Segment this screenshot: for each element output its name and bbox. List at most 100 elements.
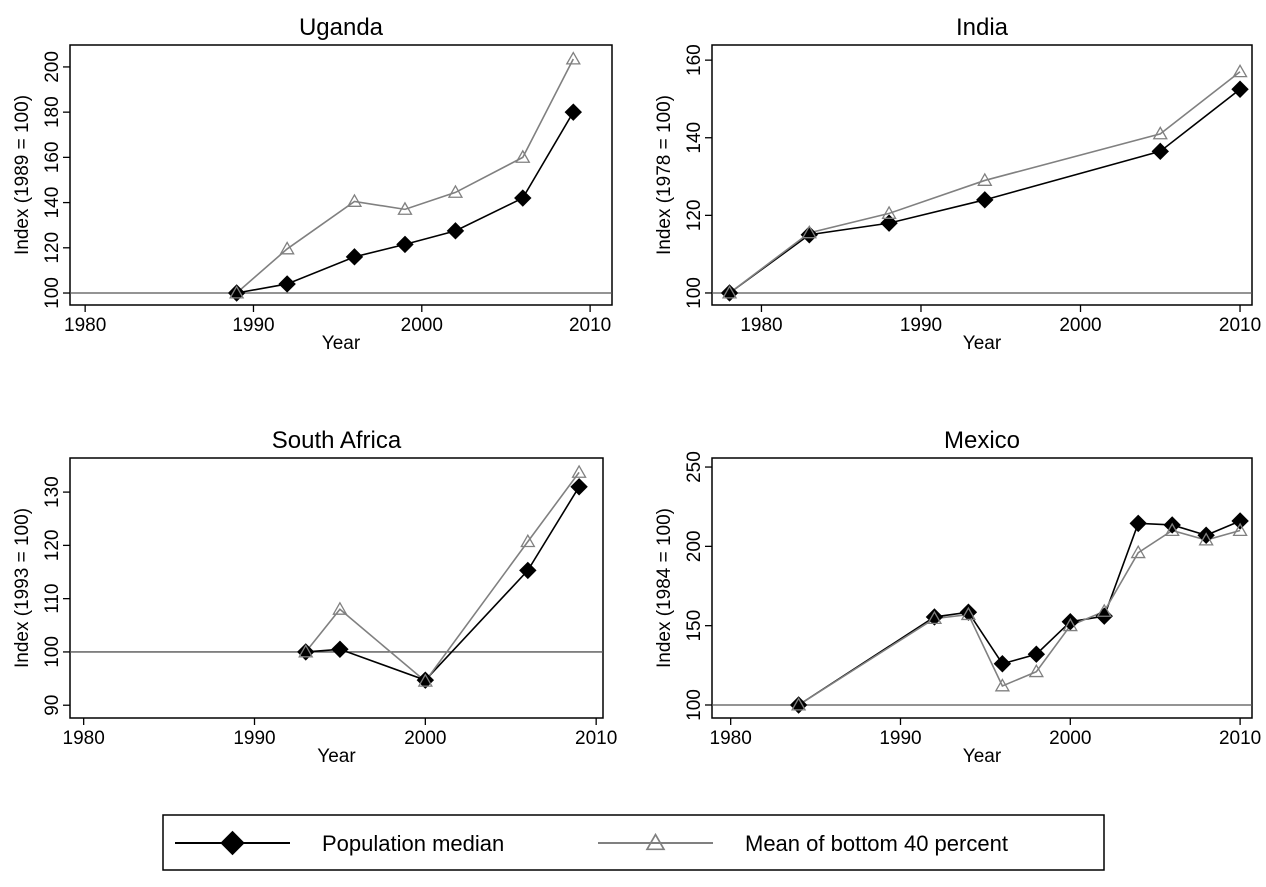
legend-label: Population median bbox=[322, 831, 504, 856]
marker-diamond bbox=[345, 248, 364, 266]
marker-diamond bbox=[1197, 526, 1215, 544]
panel-title: South Africa bbox=[272, 427, 402, 454]
x-tick-label: 2000 bbox=[404, 728, 446, 749]
marker-triangle bbox=[279, 241, 295, 255]
marker-diamond bbox=[880, 214, 898, 232]
marker-diamond bbox=[1151, 142, 1169, 161]
marker-triangle bbox=[1028, 663, 1044, 678]
marker-diamond bbox=[993, 655, 1012, 673]
marker-triangle bbox=[977, 172, 993, 186]
y-tick-label: 90 bbox=[42, 695, 63, 716]
marker-diamond bbox=[514, 189, 532, 207]
legend-label: Mean of bottom 40 percent bbox=[745, 831, 1008, 856]
plot-frame bbox=[711, 457, 1253, 719]
y-tick-label: 200 bbox=[684, 531, 705, 563]
marker-triangle bbox=[926, 610, 943, 625]
y-axis-label: Index (1989 = 100) bbox=[12, 95, 33, 255]
marker-triangle bbox=[1232, 522, 1248, 537]
marker-diamond bbox=[800, 226, 819, 244]
marker-triangle bbox=[1198, 532, 1214, 546]
marker-triangle bbox=[1164, 522, 1180, 537]
y-tick-label: 120 bbox=[684, 200, 705, 232]
marker-triangle bbox=[515, 149, 531, 163]
marker-triangle bbox=[447, 184, 464, 198]
marker-diamond bbox=[1231, 512, 1249, 530]
x-tick-label: 2010 bbox=[575, 728, 617, 749]
marker-diamond bbox=[227, 284, 246, 302]
x-tick-label: 2010 bbox=[1219, 728, 1261, 749]
marker-diamond bbox=[720, 284, 739, 302]
y-tick-label: 160 bbox=[42, 142, 63, 174]
marker-diamond bbox=[1231, 80, 1249, 98]
series-line: Mean of bottom 40 percent bbox=[236, 58, 574, 294]
x-tick-label: 2000 bbox=[1059, 315, 1101, 336]
marker-triangle bbox=[397, 201, 413, 215]
marker-triangle bbox=[801, 225, 817, 239]
plot-frame bbox=[711, 44, 1253, 306]
y-tick-label: 100 bbox=[42, 636, 63, 668]
y-tick-label: 110 bbox=[42, 584, 63, 614]
y-tick-label: 100 bbox=[684, 689, 705, 721]
y-tick-label: 150 bbox=[684, 610, 705, 642]
y-axis-label: Index (1993 = 100) bbox=[12, 508, 33, 668]
marker-triangle bbox=[994, 678, 1010, 692]
marker-diamond bbox=[519, 561, 537, 580]
marker-triangle bbox=[790, 697, 807, 711]
marker-diamond bbox=[297, 643, 315, 661]
y-tick-label: 130 bbox=[42, 476, 63, 508]
marker-triangle bbox=[298, 644, 314, 658]
y-axis-label: Index (1978 = 100) bbox=[654, 95, 675, 255]
plot-frame bbox=[69, 457, 604, 719]
x-tick-label: 1990 bbox=[233, 728, 275, 749]
x-tick-label: 1990 bbox=[879, 728, 921, 749]
x-axis-label: Year bbox=[322, 333, 361, 354]
marker-triangle bbox=[346, 193, 363, 207]
y-tick-label: 100 bbox=[42, 277, 63, 309]
marker-triangle bbox=[332, 601, 348, 615]
x-tick-label: 1980 bbox=[64, 315, 106, 336]
series-line: Population median bbox=[798, 520, 1241, 706]
x-axis-label: Year bbox=[963, 746, 1002, 767]
marker-triangle bbox=[881, 205, 897, 219]
marker-diamond bbox=[416, 671, 435, 689]
y-tick-label: 120 bbox=[42, 530, 63, 562]
plot-frame bbox=[69, 44, 613, 306]
x-tick-label: 1980 bbox=[740, 315, 782, 336]
marker-triangle bbox=[645, 832, 666, 851]
marker-triangle bbox=[1152, 126, 1168, 140]
y-tick-label: 180 bbox=[42, 96, 63, 128]
series-line: Mean of bottom 40 percent bbox=[729, 71, 1241, 294]
x-tick-label: 2010 bbox=[569, 315, 611, 336]
x-tick-label: 2010 bbox=[1219, 315, 1261, 336]
marker-diamond bbox=[220, 830, 245, 856]
marker-diamond bbox=[564, 103, 582, 121]
x-tick-label: 2000 bbox=[401, 315, 443, 336]
marker-triangle bbox=[571, 464, 587, 478]
y-tick-label: 140 bbox=[42, 187, 63, 219]
marker-triangle bbox=[1096, 603, 1112, 617]
series-line: Mean of bottom 40 percent bbox=[798, 529, 1241, 706]
series-line: Population median bbox=[729, 88, 1241, 294]
marker-triangle bbox=[1130, 544, 1146, 559]
marker-triangle bbox=[229, 285, 245, 299]
x-tick-label: 1980 bbox=[710, 728, 752, 749]
marker-triangle bbox=[960, 606, 977, 621]
series-line: Population median bbox=[305, 486, 580, 682]
panel-title: Mexico bbox=[944, 427, 1020, 454]
marker-triangle bbox=[417, 673, 433, 687]
x-axis-label: Year bbox=[317, 746, 356, 767]
marker-diamond bbox=[976, 191, 994, 209]
x-tick-label: 1980 bbox=[63, 728, 105, 749]
y-tick-label: 140 bbox=[684, 122, 705, 154]
panel-title: India bbox=[956, 14, 1009, 41]
x-tick-label: 2000 bbox=[1049, 728, 1091, 749]
marker-diamond bbox=[1129, 514, 1147, 533]
marker-triangle bbox=[520, 533, 536, 548]
y-tick-label: 160 bbox=[684, 44, 705, 76]
marker-diamond bbox=[396, 235, 414, 254]
marker-diamond bbox=[570, 478, 588, 496]
marker-diamond bbox=[1027, 645, 1046, 663]
x-axis-label: Year bbox=[963, 333, 1002, 354]
y-axis-label: Index (1984 = 100) bbox=[654, 508, 675, 668]
